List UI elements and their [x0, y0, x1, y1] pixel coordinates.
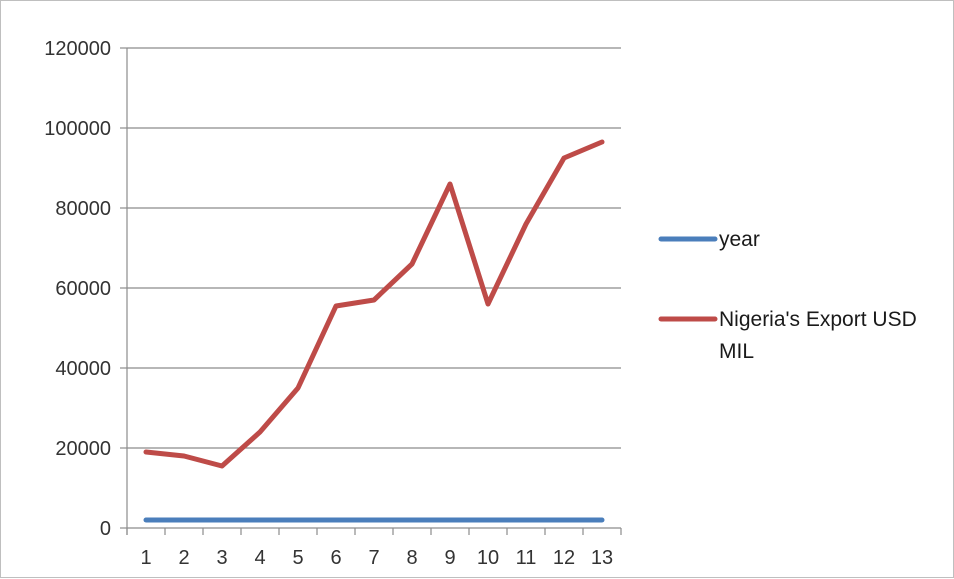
y-tick-label: 80000	[55, 198, 111, 220]
x-tick-labels: 1 2 3 4 5 6 7 8 9 10 11 12 13	[140, 547, 613, 569]
series-line-2	[143, 139, 605, 469]
y-tick-label: 40000	[55, 358, 111, 380]
x-tick-label: 6	[330, 547, 341, 569]
y-tick-label: 60000	[55, 278, 111, 300]
legend-label-1: year	[719, 228, 760, 251]
legend-label-2: Nigeria's Export USD	[719, 308, 917, 331]
x-tick-label: 12	[553, 547, 575, 569]
x-tick-label: 13	[591, 547, 613, 569]
x-tick-label: 1	[140, 547, 151, 569]
x-tick-label: 3	[216, 547, 227, 569]
legend: year Nigeria's Export USD MIL	[658, 228, 917, 363]
x-tick-label: 5	[292, 547, 303, 569]
x-tick-label: 9	[444, 547, 455, 569]
series-lines	[143, 139, 605, 523]
gridlines	[127, 47, 621, 449]
x-tick-label: 7	[368, 547, 379, 569]
legend-label-2: MIL	[719, 340, 754, 363]
y-tick-labels: 0 20000 40000 60000 80000 100000 120000	[44, 38, 111, 540]
x-tick-label: 4	[254, 547, 265, 569]
y-tick-label: 0	[100, 518, 111, 540]
y-tick-label: 100000	[44, 118, 111, 140]
x-tick-label: 8	[406, 547, 417, 569]
y-tick-label: 120000	[44, 38, 111, 60]
x-tick-label: 10	[477, 547, 499, 569]
y-tick-label: 20000	[55, 438, 111, 460]
axes	[120, 47, 622, 535]
x-tick-label: 11	[516, 547, 537, 569]
x-tick-label: 2	[178, 547, 189, 569]
